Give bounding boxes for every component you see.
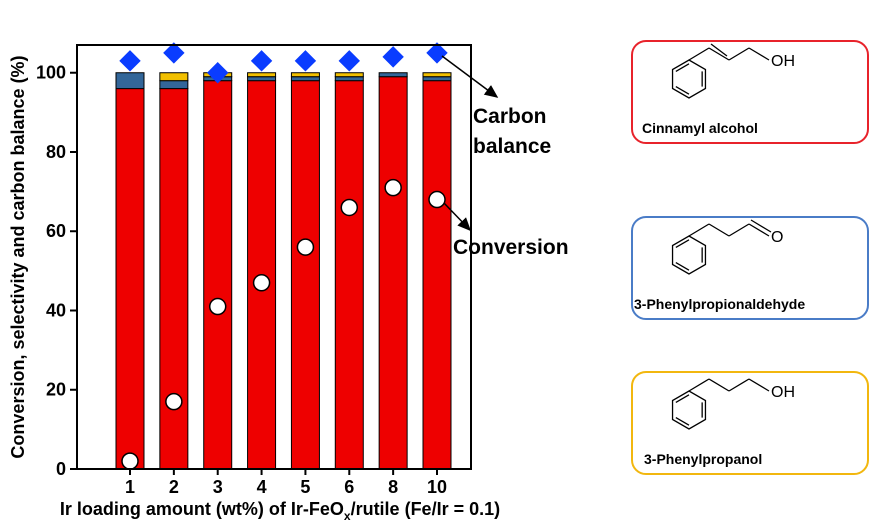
- bar-segment-cinnamyl-alcohol: [203, 80, 233, 470]
- y-tick-label: 60: [46, 221, 66, 241]
- legend-box: [631, 40, 869, 144]
- y-tick-label: 0: [56, 459, 66, 479]
- structure-heteroatom-label: OH: [771, 53, 795, 70]
- conversion-arrow: [443, 202, 472, 232]
- chain-bond: [728, 378, 750, 392]
- carbon-balance-point: [250, 50, 273, 72]
- markers-layer: [119, 42, 448, 470]
- chain-bond: [688, 378, 710, 392]
- x-tick-label: 8: [388, 477, 398, 497]
- carbon-balance-point: [382, 46, 404, 68]
- x-tick-label: 1: [125, 477, 135, 497]
- conversion-point: [121, 452, 139, 470]
- bar-segment-phenylpropanol: [290, 72, 320, 78]
- chain-bond: [728, 47, 750, 61]
- conversion-point: [384, 178, 402, 197]
- carbon-balance-label-line: Carbon: [473, 105, 547, 128]
- bar-segment-cinnamyl-alcohol: [334, 80, 364, 470]
- chain-double-bond: [710, 43, 728, 57]
- chain-bond: [748, 378, 770, 392]
- double-bond: [675, 394, 690, 403]
- bar-segment-phenylpropanol: [159, 72, 189, 82]
- carbon-balance-point: [119, 50, 141, 72]
- y-axis-title: Conversion, selectivity and carbon balan…: [8, 55, 28, 458]
- chain-bond: [708, 47, 730, 61]
- bar-segment-phenylpropanol: [422, 72, 452, 78]
- x-tick-label: 2: [169, 477, 179, 497]
- bar-segment-phenylpropanol: [334, 72, 364, 78]
- bar-segment-cinnamyl-alcohol: [115, 88, 145, 470]
- x-tick-label: 5: [300, 477, 310, 497]
- conversion-annotation: Conversion: [453, 236, 569, 259]
- x-axis-title-main: Ir loading amount (wt%) of Ir-FeO: [60, 499, 344, 519]
- double-bond: [675, 239, 690, 248]
- legend-label: 3-Phenylpropanol: [644, 451, 762, 467]
- legend-label: 3-Phenylpropionaldehyde: [634, 296, 805, 312]
- legend-label: Cinnamyl alcohol: [642, 120, 758, 136]
- y-axis: 0 20 40 60 80 100: [36, 63, 77, 479]
- bar-segment-cinnamyl-alcohol: [422, 80, 452, 470]
- legend-item: OH 3-Phenylpropanol: [631, 371, 869, 475]
- y-tick-label: 100: [36, 63, 66, 83]
- legend: OH Cinnamyl alcohol O 3-Phenylpropionaldehy…: [631, 40, 869, 475]
- carbon-balance-point: [163, 42, 185, 64]
- bar-segment-phenylpropionaldehyde: [422, 76, 452, 82]
- double-bond: [675, 86, 690, 95]
- bar-segment-phenylpropionaldehyde: [334, 76, 364, 82]
- y-tick-label: 20: [46, 380, 66, 400]
- x-axis: 1 2 3 4 5 6 8 10: [125, 469, 447, 497]
- carbon-balance-point: [338, 50, 360, 72]
- bar-segment-phenylpropionaldehyde: [290, 76, 320, 82]
- x-tick-label: 6: [344, 477, 354, 497]
- bars-layer: [115, 72, 452, 470]
- legend-box: [631, 216, 869, 320]
- chain-bond: [688, 47, 710, 61]
- conversion-point: [340, 198, 359, 217]
- legend-item: OH Cinnamyl alcohol: [631, 40, 869, 144]
- x-axis-title-subscript: x: [344, 509, 351, 523]
- carbonyl-double-bond: [750, 219, 772, 233]
- bar-segment-cinnamyl-alcohol: [378, 76, 408, 470]
- chain-bond: [728, 223, 750, 237]
- chain-bond: [748, 223, 770, 237]
- bar-segment-phenylpropionaldehyde: [378, 72, 408, 78]
- carbon-balance-point: [426, 42, 448, 64]
- x-axis-title: Ir loading amount (wt%) of Ir-FeOx/rutil…: [60, 499, 500, 523]
- double-bond: [675, 63, 690, 72]
- plot-frame: [76, 44, 472, 470]
- x-tick-label: 10: [427, 477, 447, 497]
- bar-segment-phenylpropionaldehyde: [159, 80, 189, 90]
- legend-item: O 3-Phenylpropionaldehyde: [631, 216, 869, 320]
- carbon-balance-arrow: [441, 55, 499, 98]
- x-tick-label: 4: [257, 477, 267, 497]
- structure-heteroatom-label: O: [771, 229, 783, 246]
- bar-segment-cinnamyl-alcohol: [159, 88, 189, 470]
- y-tick-label: 40: [46, 300, 66, 320]
- double-bond: [675, 262, 690, 271]
- double-bond: [675, 417, 690, 426]
- conversion-point: [428, 190, 446, 209]
- carbon-balance-label-line: balance: [473, 135, 551, 158]
- conversion-point: [252, 274, 271, 292]
- bar-segment-phenylpropanol: [247, 72, 277, 78]
- chain-bond: [708, 378, 730, 392]
- carbon-balance-point: [294, 50, 317, 72]
- carbon-balance-annotation: Carbon balance: [473, 105, 551, 158]
- x-axis-title-rest: /rutile (Fe/Ir = 0.1): [351, 499, 501, 519]
- chain-bond: [748, 47, 770, 61]
- x-tick-label: 3: [213, 477, 223, 497]
- conversion-point: [208, 297, 227, 316]
- conversion-point: [165, 392, 183, 411]
- bar-segment-cinnamyl-alcohol: [290, 80, 320, 470]
- y-tick-label: 80: [46, 142, 66, 162]
- structure-heteroatom-label: OH: [771, 384, 795, 401]
- carbon-balance-point: [207, 62, 229, 84]
- bar-segment-phenylpropionaldehyde: [247, 76, 277, 82]
- chain-bond: [688, 223, 710, 237]
- legend-box: [631, 371, 869, 475]
- bar-segment-phenylpropionaldehyde: [115, 72, 145, 90]
- chain-bond: [708, 223, 730, 237]
- conversion-point: [296, 238, 315, 256]
